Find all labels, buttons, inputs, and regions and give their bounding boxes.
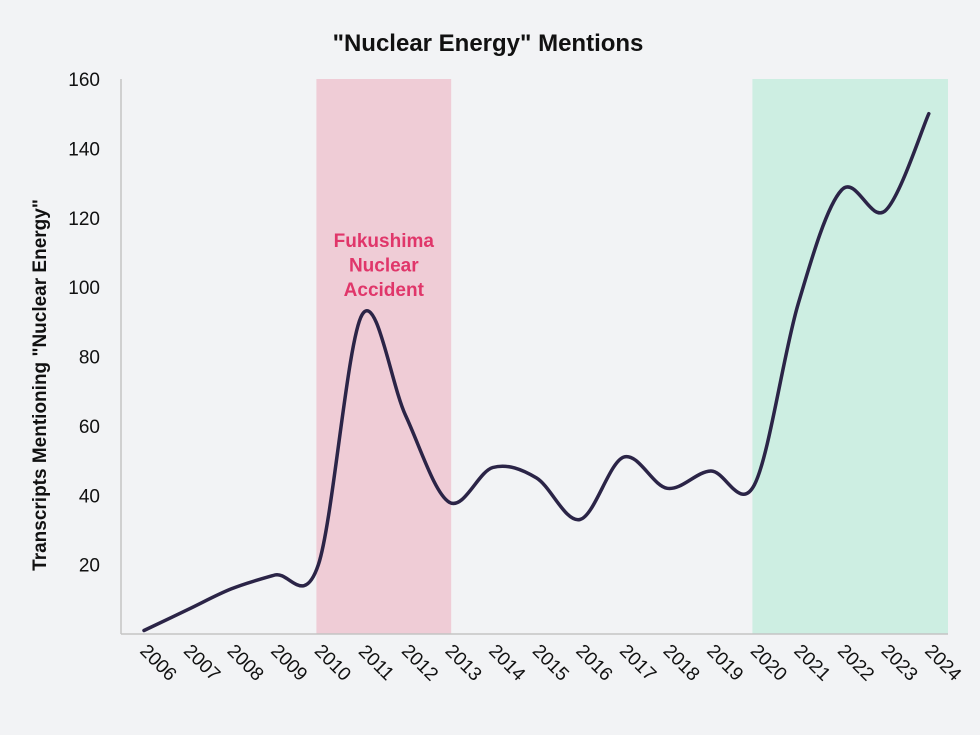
series-line bbox=[142, 111, 931, 633]
y-tick-label: 140 bbox=[68, 139, 100, 160]
x-tick-label: 2011 bbox=[354, 641, 398, 685]
x-tick-label: 2018 bbox=[659, 641, 704, 686]
x-tick-label: 2015 bbox=[528, 641, 573, 686]
fukushima-annotation: Fukushima Nuclear Accident bbox=[334, 231, 435, 301]
y-tick-label: 20 bbox=[79, 556, 100, 577]
annotation-line: Fukushima bbox=[334, 231, 435, 252]
y-tick-label: 100 bbox=[68, 278, 100, 299]
y-tick-label: 80 bbox=[79, 348, 100, 369]
y-tick-label: 160 bbox=[68, 70, 100, 91]
chart-title: "Nuclear Energy" Mentions bbox=[333, 30, 644, 57]
x-tick-label: 2024 bbox=[920, 641, 965, 686]
axes bbox=[120, 79, 948, 635]
x-tick-label: 2020 bbox=[746, 641, 791, 686]
x-tick-label: 2016 bbox=[572, 641, 617, 686]
x-tick-label: 2009 bbox=[266, 641, 311, 686]
annotation-line: Nuclear bbox=[349, 256, 419, 277]
x-tick-label: 2023 bbox=[877, 641, 922, 686]
x-tick-label: 2007 bbox=[179, 641, 224, 686]
y-axis-label: Transcripts Mentioning "Nuclear Energy" bbox=[30, 199, 51, 571]
x-tick-label: 2012 bbox=[397, 641, 442, 686]
y-tick-label: 60 bbox=[79, 417, 100, 438]
y-tick-labels: 20 40 60 80 100 120 140 160 bbox=[68, 70, 100, 577]
x-tick-label: 2008 bbox=[223, 641, 268, 686]
annotation-line: Accident bbox=[344, 280, 425, 301]
x-tick-label: 2021 bbox=[790, 641, 835, 686]
highlight-bands bbox=[316, 79, 948, 634]
y-tick-label: 120 bbox=[68, 209, 100, 230]
x-tick-label: 2019 bbox=[702, 641, 747, 686]
highlight-band-2010-2013 bbox=[316, 79, 452, 634]
x-tick-label: 2017 bbox=[615, 641, 660, 686]
y-tick-label: 40 bbox=[79, 486, 100, 507]
x-tick-label: 2010 bbox=[310, 641, 355, 686]
x-tick-label: 2013 bbox=[441, 641, 486, 686]
x-tick-label: 2014 bbox=[484, 641, 529, 686]
highlight-band-2020-2024 bbox=[752, 79, 948, 634]
x-tick-label: 2022 bbox=[833, 641, 878, 686]
x-tick-label: 2006 bbox=[136, 641, 181, 686]
